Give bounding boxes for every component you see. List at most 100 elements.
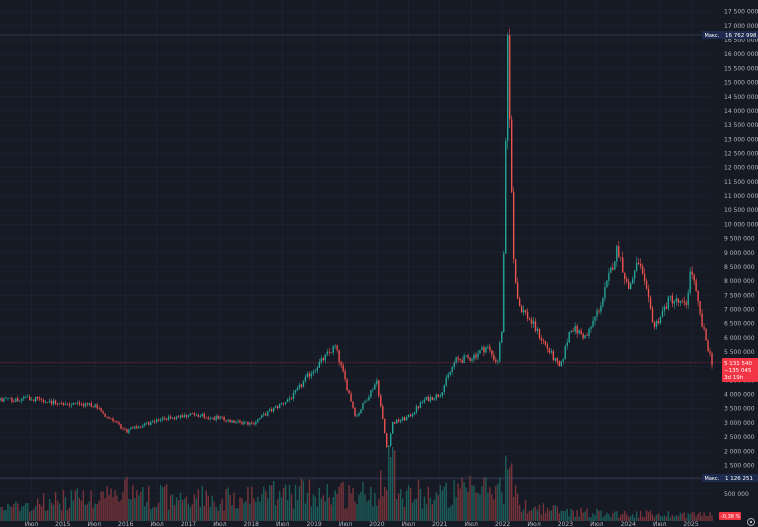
candle-body	[633, 270, 636, 279]
volume-bar	[374, 492, 376, 521]
candle-body	[263, 413, 265, 416]
volume-bar	[213, 501, 215, 521]
candle-body	[390, 433, 392, 446]
candle-body	[241, 422, 243, 425]
y-tick-label: 2 000 000	[724, 448, 755, 455]
volume-bar	[657, 513, 660, 521]
candle-body	[568, 332, 570, 343]
candle-body	[659, 316, 662, 324]
volume-bar	[356, 504, 358, 521]
candle-body	[273, 407, 275, 412]
candle-body	[340, 362, 342, 365]
candle-body	[312, 371, 315, 374]
candle-body	[118, 422, 120, 425]
candle-body	[479, 350, 481, 354]
candle-body	[689, 271, 691, 293]
candle-body	[64, 404, 67, 405]
volume-bar	[308, 479, 311, 521]
candle-body	[542, 340, 545, 341]
volume-bar	[487, 492, 489, 521]
volume-bar	[322, 495, 324, 521]
volume-bar	[701, 515, 703, 521]
x-tick-label: Июл	[653, 521, 667, 527]
candle-body	[570, 330, 572, 333]
volume-bar	[288, 484, 291, 521]
change-percent-chip[interactable]: -0,38 %	[719, 512, 741, 520]
volume-bar	[155, 506, 158, 521]
settings-gear-icon[interactable]	[747, 518, 755, 526]
volume-bar	[528, 511, 531, 521]
volume-bar	[562, 510, 564, 521]
volume-bar	[453, 480, 455, 521]
candle-body	[70, 405, 73, 406]
volume-bar	[485, 477, 487, 521]
volume-bar	[576, 509, 578, 521]
volume-bar	[391, 447, 394, 521]
x-tick-label: 2024	[621, 521, 636, 527]
volume-bar	[435, 492, 438, 521]
candle-body	[443, 385, 445, 393]
candle-body	[637, 262, 640, 264]
volume-bar	[370, 487, 372, 521]
volume-bar	[409, 488, 412, 521]
candle-body	[695, 280, 697, 291]
volume-bar	[681, 513, 683, 521]
candle-body	[221, 416, 223, 418]
x-tick-label: Июл	[339, 521, 353, 527]
volume-bar	[318, 487, 321, 521]
volume-bar	[52, 504, 55, 521]
volume-bar	[197, 489, 200, 521]
candle-body	[124, 428, 126, 430]
volume-bar	[136, 490, 138, 521]
volume-bar	[624, 510, 626, 521]
volume-bar	[209, 506, 211, 521]
candle-body	[298, 384, 301, 388]
volume-bar	[265, 491, 267, 521]
volume-bar	[618, 517, 620, 521]
candle-body	[370, 390, 372, 398]
volume-bar	[643, 517, 646, 521]
candle-body	[314, 370, 317, 372]
candle-body	[437, 394, 439, 397]
x-axis[interactable]: Июл 2015 Июл 2016 Июл 2017 Июл 2018 Июл 2019 Июл 20…	[25, 521, 699, 527]
volume-bar	[655, 514, 658, 521]
volume-bar	[15, 501, 17, 521]
x-tick-label: 2022	[495, 521, 510, 527]
candle-body	[457, 357, 459, 360]
candle-body	[219, 416, 221, 419]
volume-bar	[550, 510, 553, 521]
candle-body	[332, 346, 334, 353]
candle-body	[703, 326, 705, 330]
volume-bar	[251, 486, 253, 521]
volume-bar	[425, 504, 428, 521]
volume-bar	[36, 498, 39, 521]
x-tick-label: 2020	[369, 521, 384, 527]
candle-body	[598, 310, 600, 312]
volume-bar	[631, 514, 634, 521]
candle-body	[538, 328, 541, 339]
candle-body	[140, 426, 142, 428]
y-tick-label: 15 500 000	[724, 65, 758, 72]
volume-bar	[364, 494, 366, 521]
candle-body	[346, 379, 348, 391]
volume-bar	[7, 503, 9, 521]
candle-body	[29, 396, 31, 401]
volume-bar	[479, 494, 481, 521]
candle-body	[626, 279, 628, 282]
candle-body	[645, 280, 648, 289]
volume-bar	[54, 491, 57, 521]
volume-bar	[578, 516, 580, 521]
volume-bar	[257, 496, 259, 521]
candle-body	[163, 417, 166, 419]
candle-body	[707, 340, 709, 352]
volume-bar	[173, 505, 176, 521]
candle-body	[354, 407, 356, 417]
volume-bar	[253, 498, 255, 521]
candle-body	[512, 191, 515, 260]
volume-bar	[380, 470, 382, 521]
candle-body	[290, 398, 293, 400]
candle-body	[138, 426, 140, 429]
